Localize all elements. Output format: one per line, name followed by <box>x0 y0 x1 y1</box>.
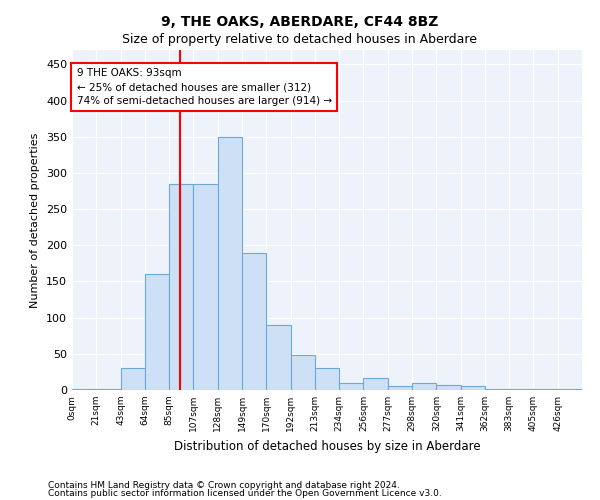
Bar <box>533 388 558 390</box>
Bar <box>315 368 339 390</box>
Bar <box>96 388 121 390</box>
Bar <box>218 137 242 390</box>
Bar <box>121 368 145 390</box>
Bar <box>72 388 96 390</box>
Bar <box>412 383 436 390</box>
Bar <box>461 386 485 390</box>
Bar <box>485 388 509 390</box>
Bar <box>242 252 266 390</box>
X-axis label: Distribution of detached houses by size in Aberdare: Distribution of detached houses by size … <box>173 440 481 452</box>
Text: Contains HM Land Registry data © Crown copyright and database right 2024.: Contains HM Land Registry data © Crown c… <box>48 480 400 490</box>
Bar <box>193 184 218 390</box>
Bar <box>558 388 582 390</box>
Bar <box>169 184 193 390</box>
Bar <box>290 356 315 390</box>
Y-axis label: Number of detached properties: Number of detached properties <box>31 132 40 308</box>
Text: Contains public sector information licensed under the Open Government Licence v3: Contains public sector information licen… <box>48 489 442 498</box>
Bar <box>266 325 290 390</box>
Bar <box>145 274 169 390</box>
Text: 9 THE OAKS: 93sqm
← 25% of detached houses are smaller (312)
74% of semi-detache: 9 THE OAKS: 93sqm ← 25% of detached hous… <box>77 68 332 106</box>
Text: 9, THE OAKS, ABERDARE, CF44 8BZ: 9, THE OAKS, ABERDARE, CF44 8BZ <box>161 15 439 29</box>
Bar <box>364 378 388 390</box>
Bar <box>339 383 364 390</box>
Bar <box>436 385 461 390</box>
Bar <box>509 388 533 390</box>
Bar <box>388 386 412 390</box>
Text: Size of property relative to detached houses in Aberdare: Size of property relative to detached ho… <box>122 32 478 46</box>
